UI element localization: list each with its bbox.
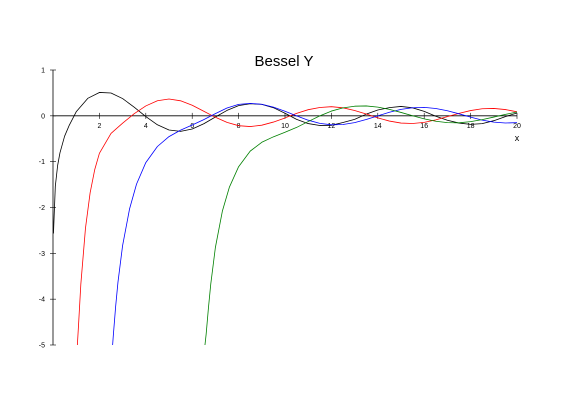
y-tick-label: -5	[39, 343, 45, 350]
y-tick-label: -4	[39, 297, 45, 304]
x-tick-label: 18	[467, 123, 475, 130]
x-tick-label: 8	[237, 123, 241, 130]
x-axis-label: x	[515, 133, 520, 143]
series-line-2	[112, 103, 518, 346]
x-tick-label: 14	[374, 123, 382, 130]
y-tick-label: -1	[39, 159, 45, 166]
y-tick-label: -3	[39, 251, 45, 258]
y-tick-label: 1	[41, 68, 45, 75]
series-line-0	[53, 92, 518, 234]
x-tick-label: 16	[420, 123, 428, 130]
x-tick-label: 6	[190, 123, 194, 130]
x-tick-label: 4	[144, 123, 148, 130]
series-line-3	[204, 105, 518, 346]
y-tick-label: 0	[41, 113, 45, 120]
x-tick-label: 2	[97, 123, 101, 130]
x-tick-label: 12	[328, 123, 336, 130]
y-tick-label: -2	[39, 205, 45, 212]
series-layer	[53, 92, 518, 346]
chart-title: Bessel Y	[255, 53, 314, 70]
x-tick-label: 20	[513, 123, 521, 130]
x-tick-label: 10	[281, 123, 289, 130]
series-line-1	[76, 98, 518, 346]
